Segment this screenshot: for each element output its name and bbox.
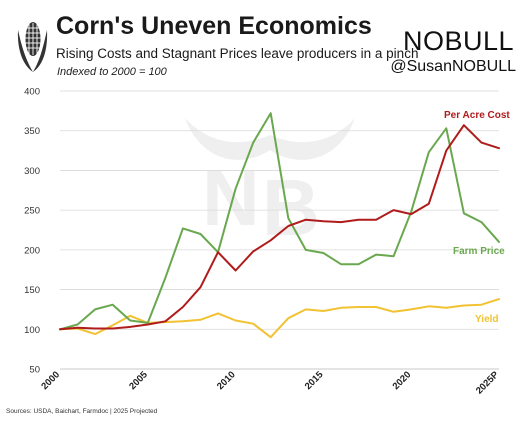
series-line-farm-price (59, 112, 500, 331)
x-tick-label: 2005 (127, 369, 150, 392)
series-label-per-acre-cost: Per Acre Cost (444, 110, 510, 121)
source-note: Sources: USDA, Baichart, Farmdoc | 2025 … (6, 408, 158, 415)
chart-subtitle: Rising Costs and Stagnant Prices leave p… (56, 46, 419, 61)
svg-text:N: N (202, 153, 260, 242)
y-tick-label: 350 (24, 126, 40, 137)
series-line-yield (59, 298, 500, 339)
index-note: Indexed to 2000 = 100 (57, 66, 167, 78)
y-axis: 50 100 150 200 250 300 350 400 (24, 87, 40, 376)
y-tick-label: 50 (29, 365, 40, 376)
y-tick-label: 100 (24, 325, 40, 336)
x-tick-label: 2010 (215, 369, 238, 392)
watermark-logo-icon: N B (185, 118, 355, 252)
series-label-farm-price: Farm Price (453, 246, 505, 257)
x-tick-label: 2025P (474, 369, 502, 397)
corn-logo-icon (14, 14, 50, 81)
series-line-per-acre-cost (59, 124, 500, 331)
y-tick-label: 150 (24, 285, 40, 296)
x-axis: 2000 2005 2010 2015 2020 2025P (39, 368, 502, 397)
y-tick-label: 300 (24, 166, 40, 177)
y-tick-label: 250 (24, 206, 40, 217)
y-tick-label: 400 (24, 87, 40, 98)
chart-title: Corn's Uneven Economics (56, 12, 372, 40)
social-handle: @SusanNOBULL (390, 58, 516, 75)
svg-text:B: B (262, 163, 320, 252)
x-tick-label: 2015 (303, 369, 326, 392)
brand-logo: NOBULL (402, 26, 514, 56)
x-tick-label: 2000 (39, 369, 62, 392)
series-lines (59, 112, 500, 339)
series-label-yield: Yield (475, 314, 499, 325)
x-tick-label: 2020 (391, 369, 414, 392)
y-tick-label: 200 (24, 245, 40, 256)
